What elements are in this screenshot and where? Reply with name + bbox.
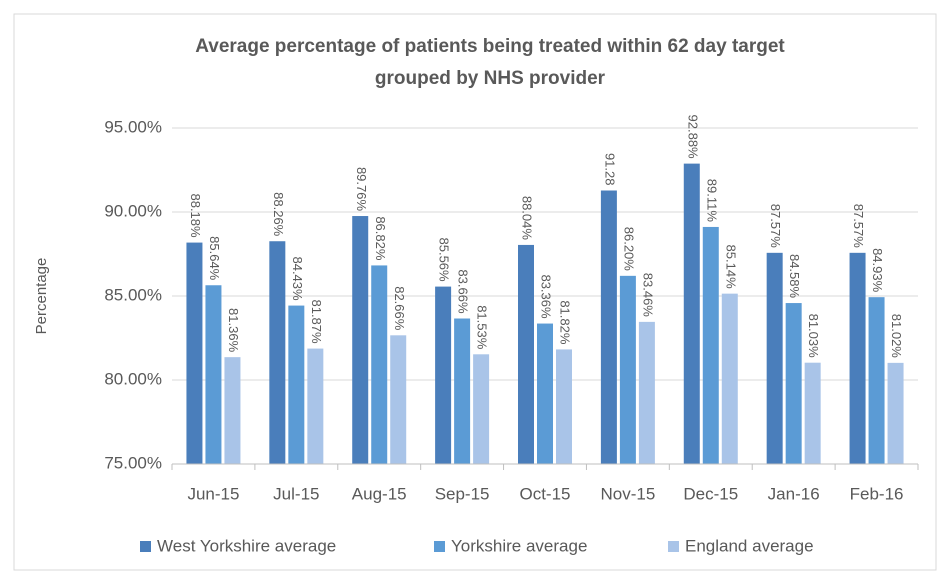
value-label: 88.04% — [520, 196, 535, 241]
chart-title: Average percentage of patients being tre… — [195, 36, 785, 57]
value-label: 89.76% — [354, 167, 369, 212]
bar — [849, 252, 866, 464]
bar — [556, 349, 572, 464]
y-tick-label: 75.00% — [104, 453, 162, 472]
bar — [288, 305, 305, 464]
x-tick-label: Feb-16 — [850, 484, 904, 503]
x-tick-label: Oct-15 — [519, 484, 570, 503]
x-tick-label: Sep-15 — [435, 484, 490, 503]
legend-swatch — [434, 541, 445, 552]
y-tick-label: 90.00% — [104, 201, 162, 220]
chart-subtitle: grouped by NHS provider — [375, 68, 606, 89]
bar — [518, 244, 534, 464]
y-tick-label: 85.00% — [104, 285, 162, 304]
value-label: 81.82% — [558, 300, 573, 345]
x-tick-label: Jul-15 — [273, 484, 319, 503]
y-axis-label: Percentage — [33, 258, 50, 335]
value-label: 84.93% — [870, 248, 885, 293]
value-label: 81.87% — [309, 299, 324, 344]
bar — [766, 252, 783, 464]
bar — [473, 354, 490, 464]
value-label: 89.11% — [704, 179, 719, 223]
legend-swatch — [140, 541, 151, 552]
bar — [186, 242, 203, 464]
y-tick-label: 95.00% — [104, 117, 162, 136]
value-label: 83.36% — [539, 274, 554, 319]
bar — [887, 362, 904, 464]
bar — [435, 286, 452, 464]
bar — [371, 265, 388, 464]
value-label: 92.88% — [685, 115, 700, 160]
x-tick-label: Jan-16 — [768, 484, 820, 503]
value-label: 88.18% — [188, 193, 203, 238]
bar — [702, 226, 719, 464]
bar — [352, 216, 369, 464]
bar — [537, 323, 553, 464]
value-label: 82.66% — [392, 286, 407, 331]
value-label: 81.02% — [889, 314, 904, 359]
value-label: 86.82% — [373, 216, 388, 261]
x-tick-label: Dec-15 — [683, 484, 738, 503]
value-label: 87.57% — [768, 204, 783, 249]
bar — [721, 293, 738, 464]
bar — [619, 275, 636, 464]
value-label: 83.46% — [640, 273, 655, 318]
bar — [205, 285, 222, 464]
value-label: 81.53% — [475, 305, 490, 350]
y-tick-label: 80.00% — [104, 369, 162, 388]
x-tick-label: Aug-15 — [352, 484, 407, 503]
bar — [683, 163, 700, 464]
bar — [868, 297, 885, 464]
value-label: 81.03% — [806, 314, 821, 359]
value-label: 88.26% — [271, 192, 286, 237]
bar — [600, 190, 617, 464]
legend-label: West Yorkshire average — [157, 536, 336, 555]
bar — [638, 321, 655, 464]
legend-label: Yorkshire average — [451, 536, 587, 555]
x-tick-label: Jun-15 — [187, 484, 239, 503]
value-label: 84.43% — [290, 256, 305, 301]
value-label: 85.14% — [723, 245, 738, 290]
value-label: 83.66% — [456, 269, 471, 314]
legend-swatch — [668, 541, 679, 552]
legend-label: England average — [685, 536, 814, 555]
value-label: 81.36% — [226, 308, 241, 353]
value-label: 87.57% — [851, 204, 866, 249]
value-label: 91.28 — [602, 153, 617, 186]
bar — [269, 241, 286, 464]
value-label: 86.20% — [621, 227, 636, 272]
value-label: 84.58% — [787, 254, 802, 299]
bar — [804, 362, 821, 464]
bar — [307, 348, 324, 464]
x-tick-label: Nov-15 — [600, 484, 655, 503]
value-label: 85.56% — [437, 237, 452, 282]
bar — [390, 335, 407, 464]
bar — [224, 357, 241, 464]
bar — [785, 303, 802, 464]
bar — [454, 318, 471, 464]
value-label: 85.64% — [207, 236, 222, 281]
